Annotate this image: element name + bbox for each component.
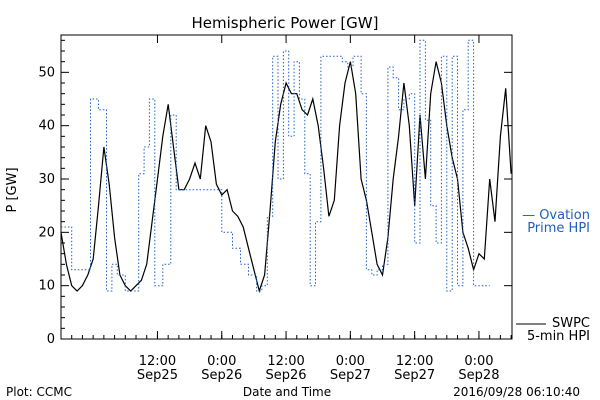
x-tick-label-date: Sep27 bbox=[394, 368, 435, 383]
x-tick-label-time: 12:00 bbox=[267, 354, 304, 369]
x-tick-label-date: Sep27 bbox=[330, 368, 371, 383]
y-tick-label: 30 bbox=[38, 172, 55, 187]
x-tick-label-time: 0:00 bbox=[336, 354, 365, 369]
y-tick-label: 0 bbox=[47, 332, 55, 347]
x-tick-label-time: 0:00 bbox=[464, 354, 493, 369]
x-tick-label-date: Sep26 bbox=[201, 368, 242, 383]
plot-frame bbox=[60, 34, 513, 340]
y-tick-label: 40 bbox=[38, 119, 55, 134]
chart-title: Hemispheric Power [GW] bbox=[192, 14, 379, 32]
y-tick-label: 10 bbox=[38, 279, 55, 294]
legend-swpc-line2: 5-min HPI bbox=[527, 329, 590, 344]
legend-swpc-line1: SWPC bbox=[552, 316, 590, 331]
x-axis-label: Date and Time bbox=[243, 385, 331, 399]
x-tick-label-date: Sep26 bbox=[266, 368, 307, 383]
x-tick-label-date: Sep25 bbox=[137, 368, 178, 383]
y-tick-label: 50 bbox=[38, 65, 55, 80]
x-tick-label-time: 0:00 bbox=[207, 354, 236, 369]
x-tick-label-time: 12:00 bbox=[396, 354, 433, 369]
legend-ovation-line2: Prime HPI bbox=[527, 221, 590, 236]
series-line-swpc bbox=[60, 61, 512, 294]
x-axis: 12:00Sep250:00Sep2612:00Sep260:00Sep2712… bbox=[71, 35, 512, 383]
footer-credit: Plot: CCMC bbox=[6, 385, 72, 399]
x-tick-label-date: Sep28 bbox=[458, 368, 499, 383]
series-line-ovation bbox=[61, 39, 490, 292]
y-axis: 0 10 20 30 40 50 bbox=[38, 39, 512, 347]
x-tick-label-time: 12:00 bbox=[139, 354, 176, 369]
footer-timestamp: 2016/09/28 06:10:40 bbox=[453, 385, 580, 399]
legend: — Ovation Prime HPI SWPC 5-min HPI bbox=[516, 208, 590, 344]
series-layer bbox=[60, 39, 512, 294]
y-axis-label: P [GW] bbox=[5, 167, 20, 212]
y-tick-label: 20 bbox=[38, 225, 55, 240]
legend-ovation-line1: — Ovation bbox=[522, 208, 590, 223]
